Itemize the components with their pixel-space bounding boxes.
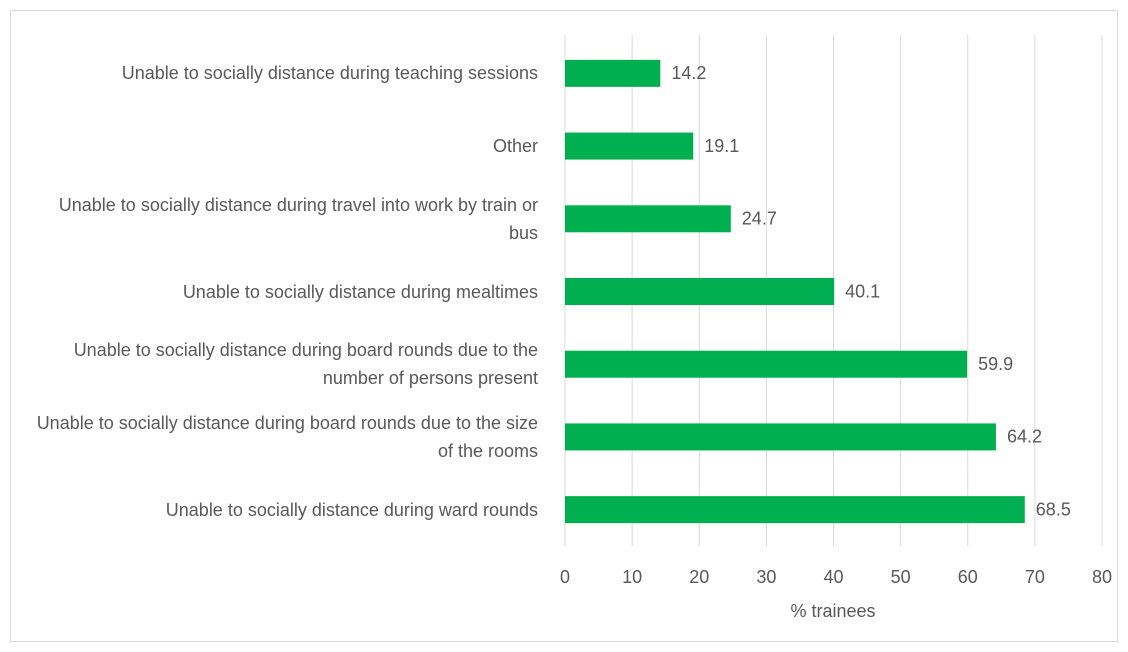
value-label: 68.5 (1036, 499, 1071, 519)
y-tick-label: Unable to socially distance during mealt… (182, 281, 538, 302)
x-tick-label: 0 (560, 567, 570, 587)
chart-border (10, 10, 1118, 642)
bar (565, 278, 835, 305)
value-label: 40.1 (845, 281, 880, 301)
value-label: 14.2 (671, 63, 706, 83)
bar (565, 59, 661, 87)
x-tick-label: 20 (689, 567, 709, 587)
x-tick-label: 60 (958, 567, 978, 587)
x-tick-label: 30 (756, 567, 776, 587)
value-label: 64.2 (1007, 427, 1042, 447)
bar (565, 350, 968, 378)
bar (565, 496, 1025, 524)
value-label: 19.1 (704, 136, 739, 156)
x-tick-label: 10 (622, 567, 642, 587)
y-tick-label: Other (492, 136, 538, 157)
bar (565, 205, 731, 233)
y-tick-label: Unable to socially distance during board… (36, 412, 538, 461)
bar (565, 423, 996, 451)
y-tick-label: Unable to socially distance during trave… (58, 194, 538, 243)
value-label: 24.7 (742, 209, 777, 229)
x-tick-label: 80 (1092, 567, 1112, 587)
x-tick-label: 40 (823, 567, 843, 587)
y-tick-label: Unable to socially distance during board… (73, 340, 538, 389)
y-tick-label: Unable to socially distance during teach… (121, 63, 538, 84)
x-axis-title: % trainees (790, 601, 875, 621)
x-tick-label: 70 (1025, 567, 1045, 587)
x-tick-label: 50 (891, 567, 911, 587)
bar (565, 132, 694, 160)
y-tick-label: Unable to socially distance during ward … (165, 499, 538, 520)
value-label: 59.9 (978, 354, 1013, 374)
